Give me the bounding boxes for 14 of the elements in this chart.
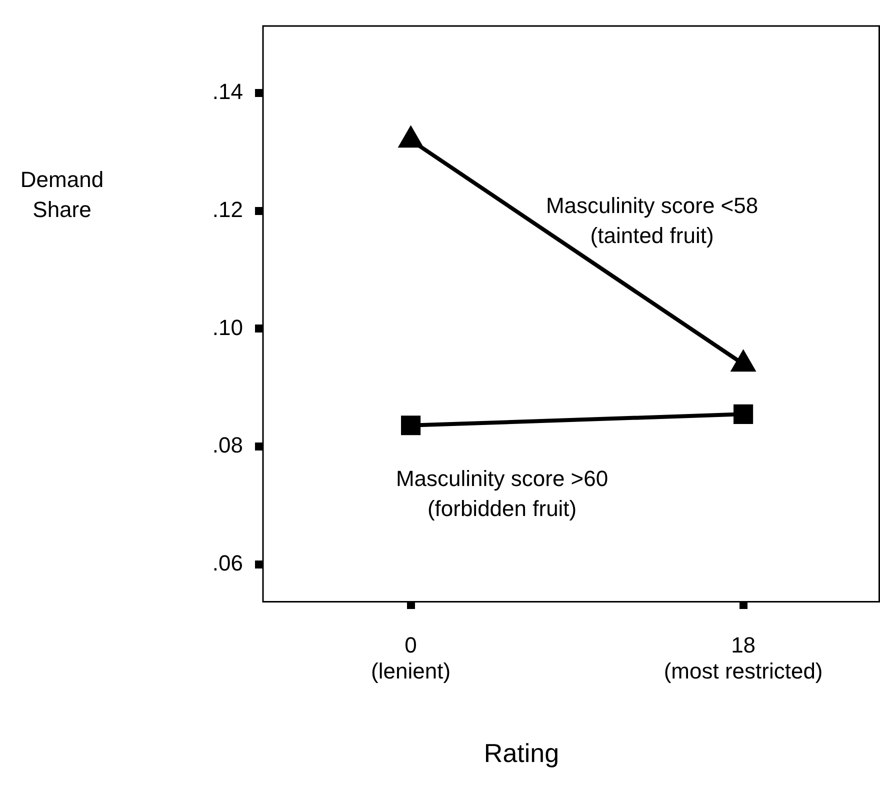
x-axis-title: Rating — [484, 738, 560, 768]
point — [401, 416, 421, 436]
series-label: Masculinity score <58 (tainted fruit) — [546, 193, 758, 248]
y-tick-label: .12 — [212, 196, 243, 222]
x-tick-label: 18 (most restricted) — [664, 632, 823, 684]
x-tick-label: 0 (lenient) — [371, 632, 451, 684]
y-tick-label: .08 — [212, 432, 243, 458]
y-tick-label: .14 — [212, 79, 243, 104]
point — [734, 404, 754, 424]
point — [399, 127, 422, 148]
y-tick-label: .10 — [212, 314, 243, 340]
y-tick-label: .06 — [212, 550, 243, 576]
series-label: Masculinity score >60 (forbidden fruit) — [396, 466, 608, 521]
y-axis-title: Demand Share — [20, 167, 104, 222]
